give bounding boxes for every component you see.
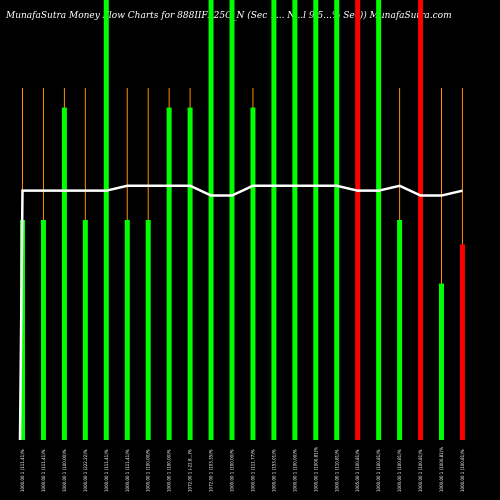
chart-title: MunafaSutra Money Flow Charts for 888IIF…: [5, 10, 452, 21]
tick-label: 1000.00 1 (111.77)%: [250, 449, 255, 492]
bar: [145, 220, 151, 440]
tick-label: 1000.00 1 (111.41)%: [104, 449, 109, 492]
tick-label: 1000.00 1 (100.81)%: [397, 449, 402, 492]
tick-labels-group: 1000.00 1 (111.41)% 1000.00 1 (111.41)% 10…: [20, 447, 465, 492]
bar: [229, 0, 235, 440]
tick-label: 1000.00 1 (1000.81)%: [439, 447, 444, 492]
tick-label: 1000.00 1 (100.81)%: [376, 449, 381, 492]
tick-label: 1000.00 1 (100.00)%: [292, 449, 297, 492]
money-flow-line: [18, 184, 463, 441]
bar: [61, 107, 67, 441]
tick-label: 1000.00 1 (100.00)%: [167, 449, 172, 492]
tick-label: 1000.00 1 (1000.81)%: [313, 447, 318, 492]
tick-label: 1000.00 1 (153.01)%: [271, 449, 276, 492]
bar: [208, 0, 214, 440]
tick-label: 1000.00 1 (111.41)%: [125, 449, 130, 492]
tick-label: 1072.00 1 (103.35)%: [209, 449, 214, 492]
tick-label: 1000.00 1 (100.81)%: [460, 449, 465, 492]
bar: [376, 0, 382, 440]
tick-label: 1000.00 1 (100.00)%: [146, 449, 151, 492]
tick-label: 1000.00 1 (100.00)%: [230, 449, 235, 492]
bar: [334, 0, 340, 440]
bars-group: [20, 0, 465, 441]
tick-label: 1072.00 1 (-22.8...)%: [188, 449, 193, 492]
bar: [418, 0, 424, 440]
bar: [292, 0, 298, 440]
tick-label: 1000.00 1 (111.41)%: [41, 449, 46, 492]
tick-label: 1000.00 1 (110.81)%: [334, 449, 339, 492]
bar: [103, 0, 109, 440]
tick-label: 1000.00 1 (222.22)%: [83, 449, 88, 492]
bar: [20, 220, 25, 440]
bar: [187, 107, 193, 441]
bar: [124, 220, 130, 440]
bar: [40, 220, 46, 440]
bar: [439, 283, 444, 440]
bar: [250, 107, 256, 441]
tick-label: 1000.00 1 (100.81)%: [418, 449, 423, 492]
bar: [355, 0, 361, 440]
tick-label: 1005.00 1 (100.81)%: [355, 449, 360, 492]
bar: [271, 0, 277, 440]
tick-label: 1000.00 1 (100.00)%: [62, 449, 67, 492]
bar: [166, 107, 172, 441]
tick-label: 1000.00 1 (111.41)%: [20, 449, 25, 492]
bar: [313, 0, 319, 440]
bar: [397, 220, 403, 440]
bar: [82, 220, 88, 440]
bar: [459, 244, 465, 440]
